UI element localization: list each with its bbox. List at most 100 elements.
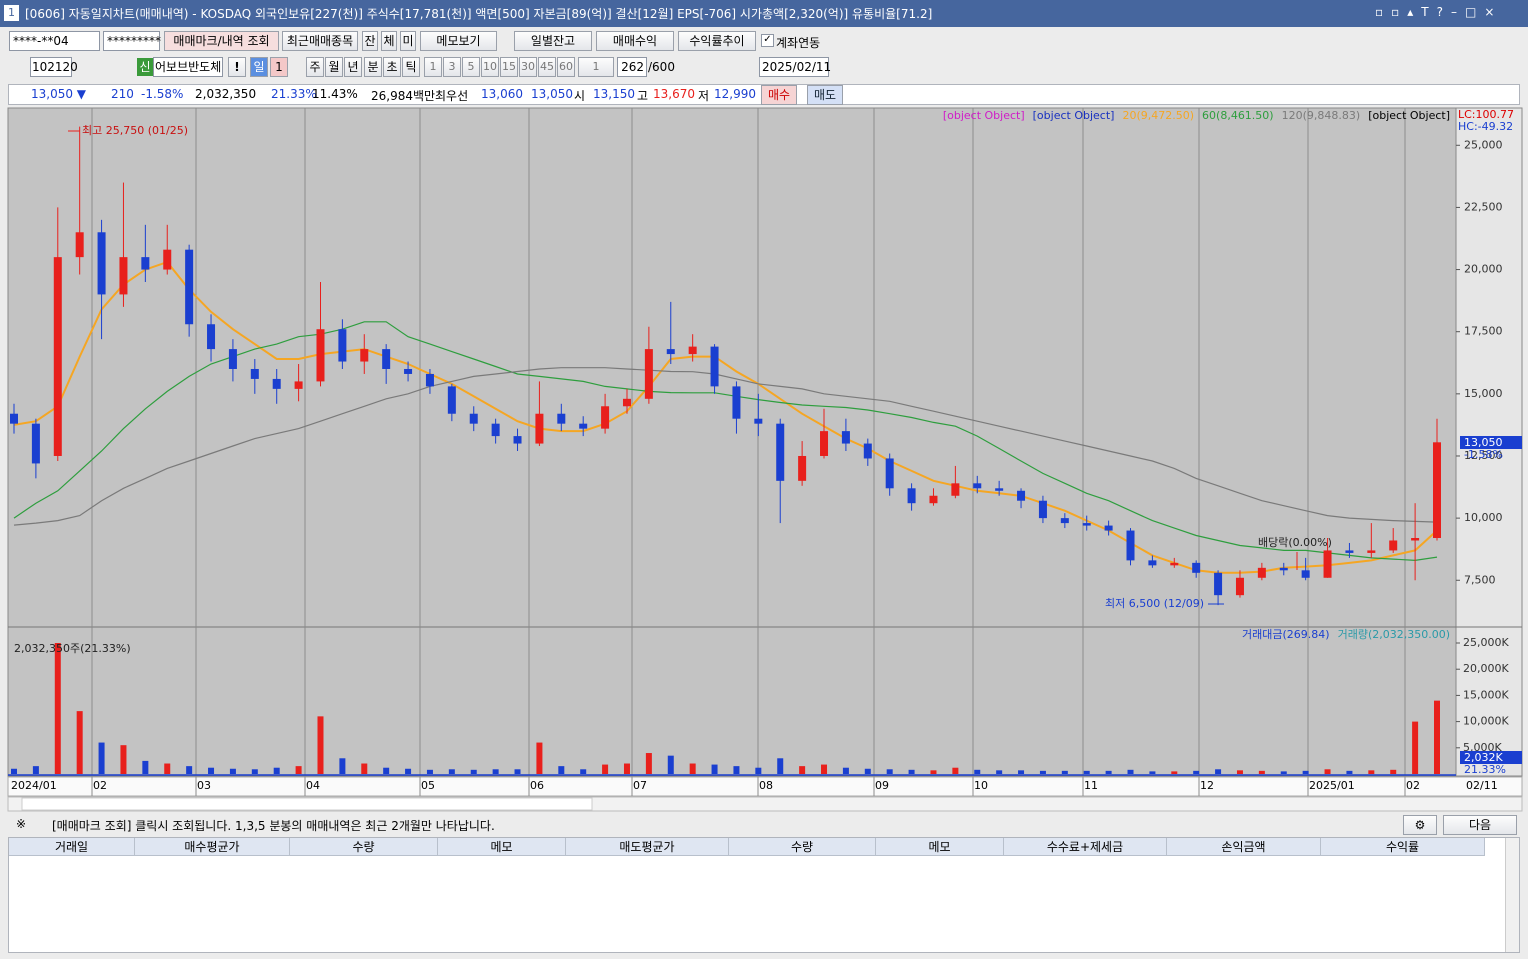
volume-legend: 거래대금(269.84) 거래량(2,032,350.00): [1242, 628, 1450, 641]
period-button[interactable]: 일: [250, 57, 268, 77]
toolbar-button[interactable]: 체: [381, 31, 397, 51]
alert-button[interactable]: !: [228, 57, 246, 77]
candle-body: [250, 368, 259, 379]
volume-bar: [1368, 770, 1375, 774]
last-change: -1.58%: [1464, 448, 1503, 461]
quote-field: 13,060: [481, 87, 523, 101]
x-tick-label: 06: [530, 779, 544, 792]
toolbar-button[interactable]: 미: [400, 31, 416, 51]
period-button[interactable]: 년: [344, 57, 362, 77]
checkbox-label: 계좌연동: [776, 36, 821, 50]
legend-item: 60(8,461.50): [1202, 109, 1274, 122]
candle-body: [1214, 572, 1223, 596]
toolbar-2: 102120 신 어보브반도체! 일 1 주 월 년 분 초 틱 1 3 5 10 15 30 45 60 1 262/…: [0, 55, 1528, 81]
toolbar-button[interactable]: 매매수익: [596, 31, 674, 51]
volume-bar: [623, 763, 630, 774]
period-button[interactable]: 틱: [402, 57, 420, 77]
volume-bar: [251, 769, 258, 774]
minute-button[interactable]: 3: [443, 57, 461, 77]
x-tick-label: 07: [633, 779, 647, 792]
checkbox[interactable]: ✓: [761, 34, 774, 47]
volume-bar: [54, 643, 61, 774]
candle-body: [579, 423, 588, 429]
next-button[interactable]: 다음: [1443, 815, 1517, 835]
x-tick-label: 2025/01: [1309, 779, 1355, 792]
volume-bar: [32, 766, 39, 774]
account-input[interactable]: ****-**04: [9, 31, 100, 51]
volume-bar: [1412, 721, 1419, 774]
candle-body: [820, 431, 829, 456]
code-input[interactable]: 102120: [30, 57, 78, 77]
scrollbar[interactable]: [1505, 838, 1519, 952]
sell-button[interactable]: 매도: [807, 85, 843, 105]
candle-body: [841, 431, 850, 444]
period-button[interactable]: 1: [270, 57, 288, 77]
period-button[interactable]: 초: [383, 57, 401, 77]
count-input[interactable]: 262: [617, 57, 647, 77]
volume-bar: [1105, 770, 1112, 774]
date-input[interactable]: 2025/02/11: [759, 57, 831, 77]
quote-field: 13,050 ▼: [31, 87, 87, 101]
toolbar-button[interactable]: 매매마크/내역 조회: [164, 31, 279, 51]
candle-body: [995, 488, 1004, 491]
x-tick-label: 12: [1200, 779, 1214, 792]
settings-button[interactable]: ⚙: [1403, 815, 1437, 835]
candle-body: [75, 232, 84, 258]
window-controls[interactable]: ▫▫▴T?–□×: [1375, 5, 1503, 19]
minute-button[interactable]: 15: [500, 57, 518, 77]
volume-bar: [1434, 700, 1440, 774]
volume-bar: [1280, 771, 1287, 774]
candle-body: [1038, 500, 1047, 519]
volume-tick-label: 5,000K: [1463, 741, 1502, 754]
column-header: 메모: [876, 838, 1004, 856]
volume-bar: [1149, 771, 1156, 774]
candle-body: [798, 455, 807, 481]
last-price-box: [1460, 436, 1522, 449]
volume-bar: [1127, 769, 1134, 774]
volume-bar: [1390, 769, 1397, 774]
x-tick-label: 02/11: [1466, 779, 1498, 792]
password-input[interactable]: *********: [103, 31, 161, 51]
candle-body: [141, 257, 150, 270]
minute-button[interactable]: 1: [578, 57, 614, 77]
toolbar-button[interactable]: 잔: [362, 31, 378, 51]
scroll-thumb[interactable]: [21, 797, 593, 811]
period-button[interactable]: 주: [306, 57, 324, 77]
period-button[interactable]: 월: [325, 57, 343, 77]
volume-last: 2,032K: [1464, 751, 1503, 764]
toolbar-button[interactable]: 일별잔고: [514, 31, 592, 51]
candle-body: [1104, 525, 1113, 531]
volume-bar: [11, 768, 17, 774]
legend-item: [object Object]: [1033, 109, 1115, 122]
volume-bar: [405, 768, 412, 774]
stock-name[interactable]: 어보브반도체: [153, 57, 223, 77]
quote-field: 시: [574, 89, 586, 103]
buy-button[interactable]: 매수: [761, 85, 797, 105]
candle-body: [666, 349, 675, 355]
minute-button[interactable]: 5: [462, 57, 480, 77]
volume-bar: [1236, 770, 1243, 774]
period-button[interactable]: 분: [364, 57, 382, 77]
y-tick-label: 10,000: [1464, 511, 1503, 524]
candle-body: [1126, 530, 1135, 561]
toolbar-button[interactable]: 메모보기: [420, 31, 497, 51]
minute-button[interactable]: 30: [519, 57, 537, 77]
minute-button[interactable]: 10: [481, 57, 499, 77]
legend: [object Object] [object Object] 20(9,472.5…: [943, 109, 1450, 122]
minute-button[interactable]: 1: [424, 57, 442, 77]
candle-body: [447, 386, 456, 414]
candle-body: [907, 488, 916, 504]
y-tick-label: 17,500: [1464, 325, 1503, 338]
minute-button[interactable]: 45: [538, 57, 556, 77]
candle-body: [863, 443, 872, 459]
column-header: 수량: [729, 838, 876, 856]
volume-bar: [1171, 771, 1178, 774]
volume-bar: [908, 769, 915, 774]
minute-button[interactable]: 60: [557, 57, 575, 77]
candle-body: [973, 483, 982, 489]
candle-body: [228, 349, 237, 369]
y-tick-label: 12,500: [1464, 449, 1503, 462]
toolbar-button[interactable]: 수익률추이: [678, 31, 756, 51]
toolbar-button[interactable]: 최근매매종목: [282, 31, 358, 51]
candle-body: [513, 436, 522, 444]
